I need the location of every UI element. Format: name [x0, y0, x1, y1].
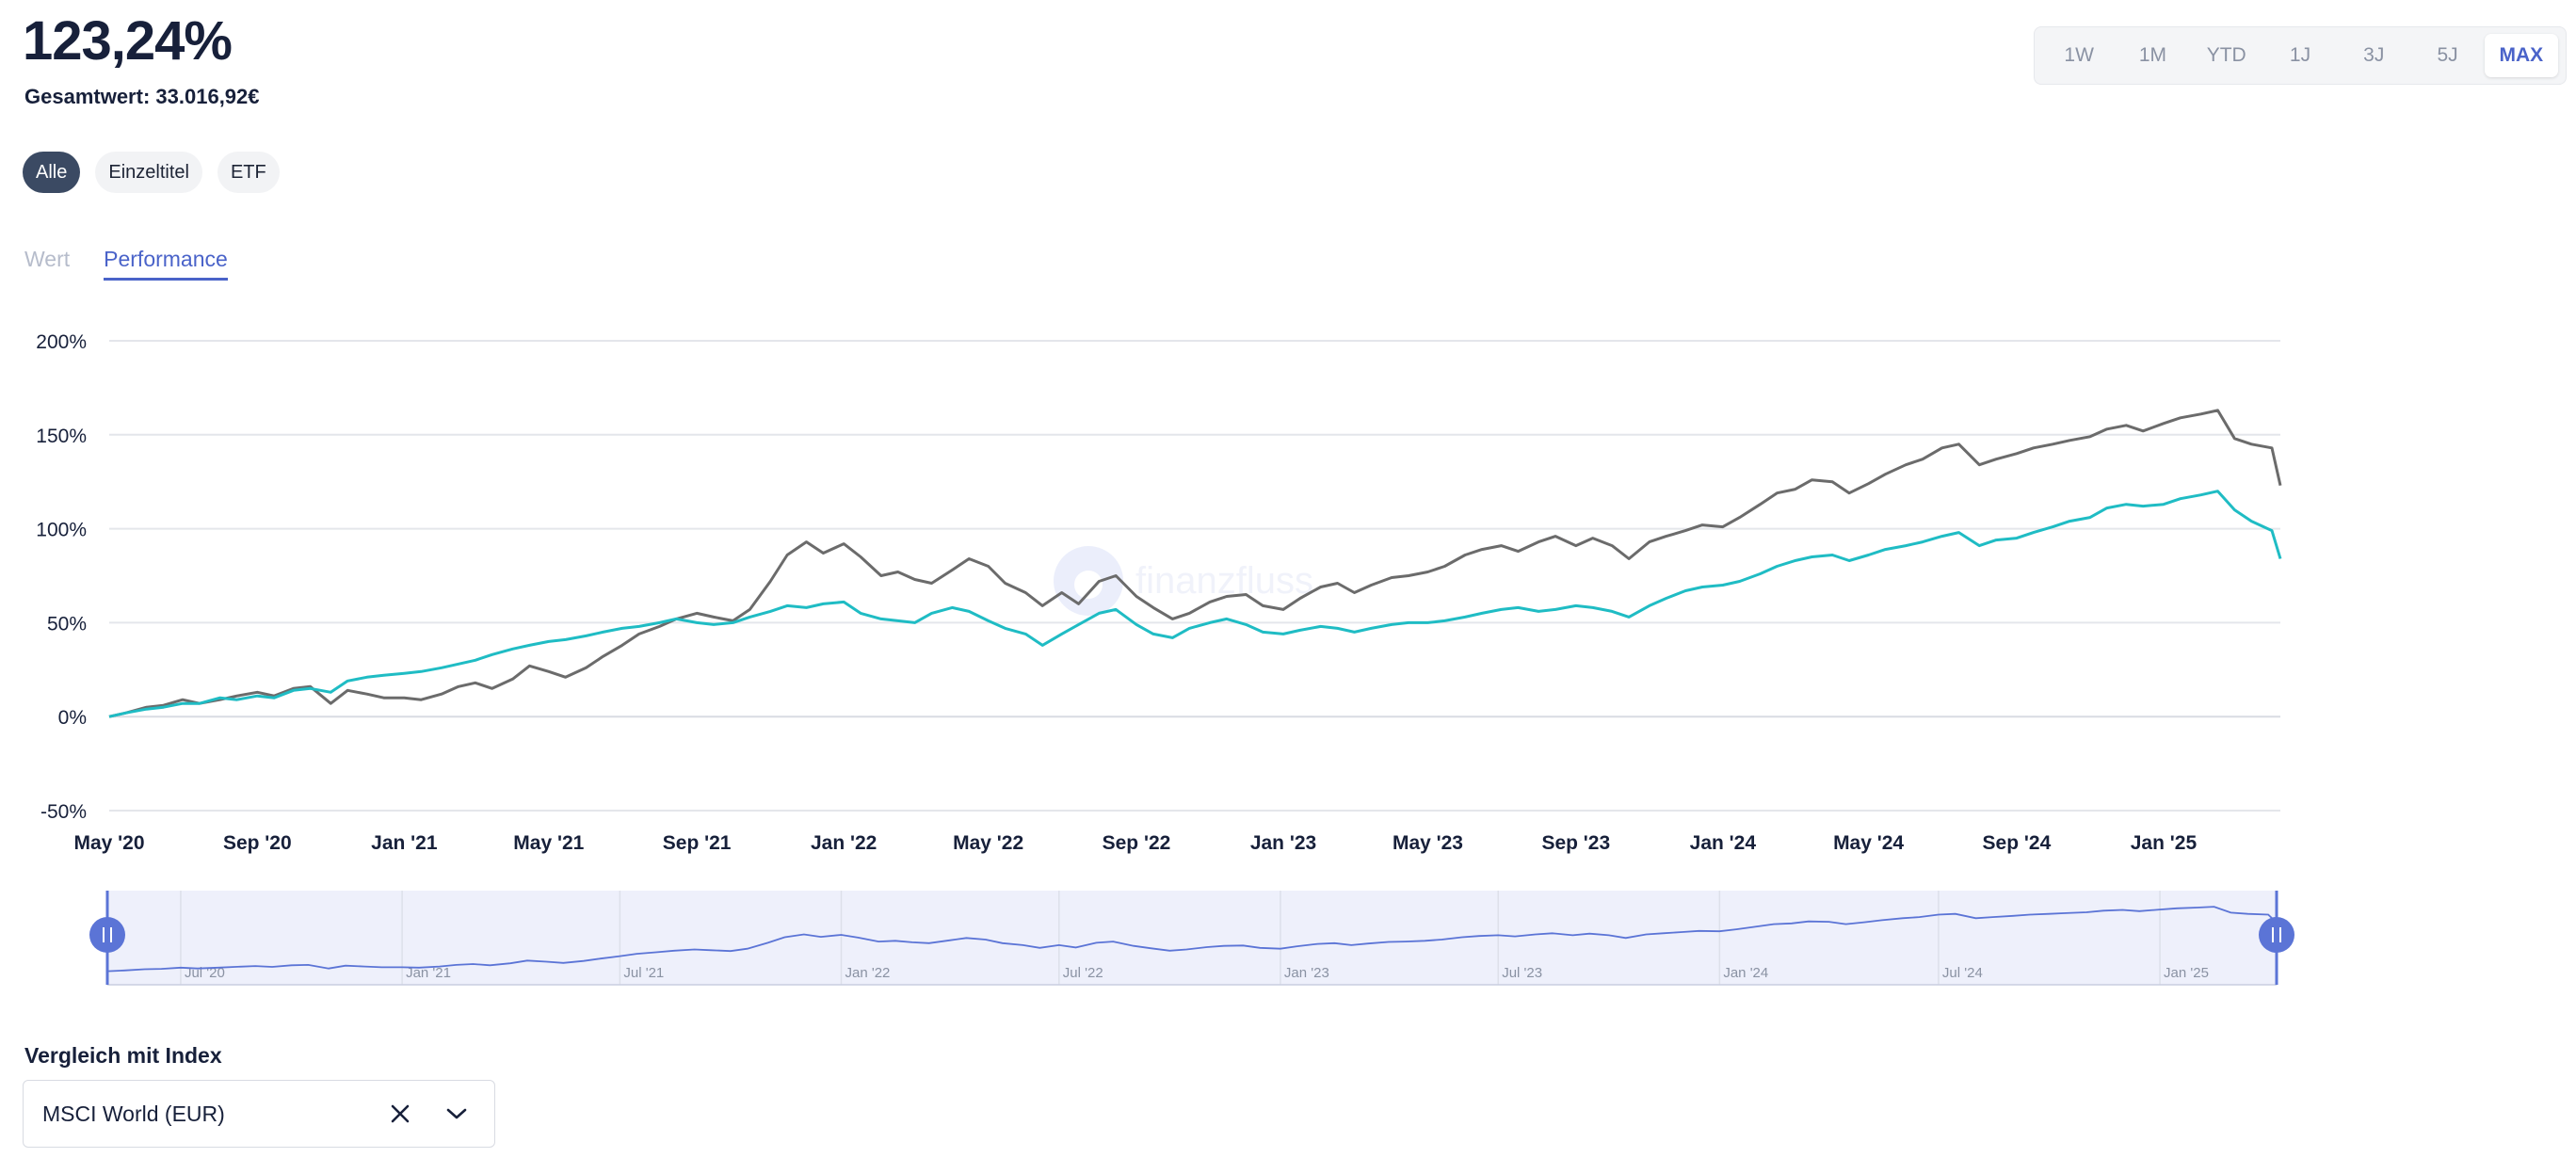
index-select-value: MSCI World (EUR) [42, 1101, 225, 1126]
x-tick-label: Sep '22 [1103, 832, 1171, 854]
y-tick-label: 200% [36, 331, 87, 353]
filter-chip-alle[interactable]: Alle [23, 152, 81, 193]
finanzfluss-watermark: finanzfluss [1054, 546, 1313, 616]
navigator-tick-label: Jul '23 [1502, 965, 1542, 981]
navigator-tick-label: Jan '23 [1284, 965, 1329, 981]
x-tick-label: Jan '25 [2131, 832, 2198, 854]
range-button-max[interactable]: MAX [2484, 34, 2558, 77]
range-button-1w[interactable]: 1W [2064, 44, 2094, 66]
navigator-right-handle[interactable] [2259, 917, 2294, 953]
y-tick-label: 100% [36, 520, 87, 541]
x-tick-label: Sep '24 [1983, 832, 2052, 854]
total-value-label: Gesamtwert: [24, 85, 151, 108]
performance-value: 123,24% [23, 10, 233, 72]
tab-performance[interactable]: Performance [104, 247, 228, 281]
x-tick-label: May '21 [513, 832, 584, 854]
y-tick-label: 50% [47, 613, 87, 635]
range-button-ytd[interactable]: YTD [2206, 44, 2246, 66]
watermark-text: finanzfluss [1135, 560, 1313, 602]
y-tick-label: -50% [40, 801, 87, 823]
tab-wert[interactable]: Wert [24, 247, 71, 271]
navigator-tick-label: Jul '24 [1942, 965, 1983, 981]
chart-grid: 200% 150% 100% 50% 0% -50% [36, 331, 2280, 823]
range-navigator[interactable]: Jul '20 Jan '21 Jul '21 Jan '22 Jul '22 Jan '… [89, 891, 2294, 986]
range-button-1m[interactable]: 1M [2138, 44, 2167, 66]
portfolio-series-line [108, 409, 2282, 718]
chart-series [108, 409, 2282, 718]
x-tick-label: Jan '23 [1250, 832, 1316, 854]
navigator-tick-label: Jan '25 [2164, 965, 2209, 981]
x-tick-label: Sep '21 [663, 832, 732, 854]
index-select[interactable]: MSCI World (EUR) [23, 1080, 495, 1148]
navigator-tick-label: Jan '24 [1723, 965, 1768, 981]
x-tick-label: Jan '22 [811, 832, 877, 854]
x-tick-label: Sep '20 [223, 832, 292, 854]
time-range-selector: 1W 1M YTD 1J 3J 5J MAX [2034, 26, 2567, 85]
navigator-tick-label: Jan '21 [406, 965, 451, 981]
x-tick-label: Jan '21 [371, 832, 438, 854]
index-series-line [108, 490, 2282, 718]
asset-filter-chips: Alle Einzeltitel ETF [23, 152, 280, 193]
navigator-selection-area[interactable] [107, 891, 2277, 985]
navigator-series-line [106, 906, 2278, 973]
x-tick-label: May '20 [73, 832, 144, 854]
compare-index-label: Vergleich mit Index [24, 1043, 222, 1068]
watermark-logo-face [1074, 571, 1103, 599]
total-value-amount: 33.016,92€ [155, 85, 260, 108]
navigator-tick-label: Jan '22 [845, 965, 891, 981]
y-tick-label: 0% [58, 707, 87, 729]
performance-chart: 200% 150% 100% 50% 0% -50% finanzfluss May '2… [36, 331, 2294, 986]
x-tick-label: May '24 [1833, 832, 1904, 854]
filter-chip-einzeltitel[interactable]: Einzeltitel [95, 152, 202, 193]
x-tick-label: Sep '23 [1541, 832, 1610, 854]
total-value-line: Gesamtwert: 33.016,92€ [24, 85, 260, 109]
x-tick-label: May '23 [1393, 832, 1463, 854]
range-button-1j[interactable]: 1J [2289, 44, 2311, 66]
chart-x-axis: May '20 Sep '20 Jan '21 May '21 Sep '21 Jan '… [73, 832, 2197, 854]
filter-chip-etf[interactable]: ETF [217, 152, 280, 193]
range-button-5j[interactable]: 5J [2437, 44, 2458, 66]
navigator-tick-label: Jul '21 [623, 965, 664, 981]
y-tick-label: 150% [36, 426, 87, 447]
range-button-3j[interactable]: 3J [2363, 44, 2385, 66]
clear-icon[interactable] [383, 1097, 417, 1131]
view-tabs: Wert Performance [24, 247, 228, 281]
x-tick-label: Jan '24 [1690, 832, 1757, 854]
navigator-tick-label: Jul '22 [1063, 965, 1103, 981]
chevron-down-icon[interactable] [440, 1097, 474, 1131]
x-tick-label: May '22 [953, 832, 1023, 854]
navigator-left-handle[interactable] [89, 917, 125, 953]
